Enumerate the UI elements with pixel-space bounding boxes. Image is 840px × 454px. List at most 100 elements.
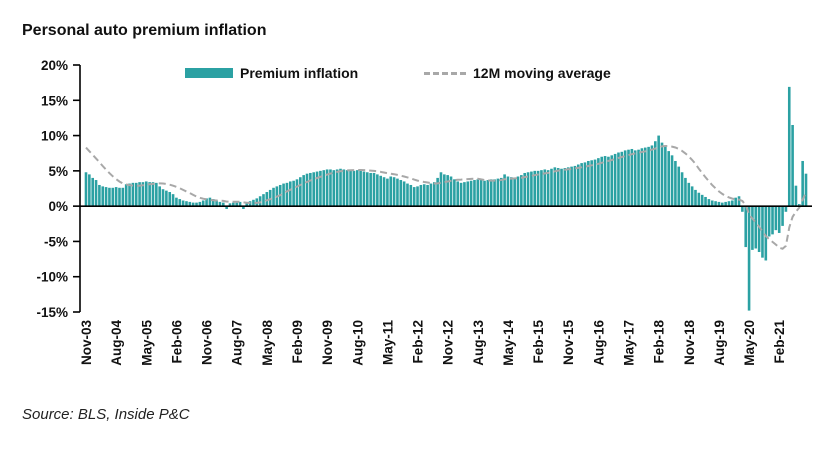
bar	[245, 202, 249, 207]
bar	[322, 170, 326, 207]
bar	[546, 170, 550, 207]
bar	[610, 155, 614, 207]
bar	[252, 199, 255, 207]
bar	[369, 172, 372, 207]
bar	[352, 170, 356, 207]
y-tick-label: 5%	[48, 164, 68, 179]
bar	[593, 159, 597, 207]
bar	[439, 172, 443, 207]
y-tick-label: -5%	[44, 234, 68, 249]
bar	[520, 175, 523, 207]
x-tick-label: Aug-16	[591, 320, 606, 366]
bar	[94, 180, 98, 207]
bar	[466, 181, 470, 207]
bar	[570, 166, 573, 207]
bar	[513, 177, 516, 207]
bar	[486, 180, 490, 207]
bar	[366, 172, 369, 207]
bar	[299, 177, 302, 207]
x-tick-label: May-11	[380, 320, 395, 366]
bar	[218, 201, 222, 207]
bar	[285, 182, 289, 207]
bar	[459, 182, 463, 207]
bar	[623, 150, 627, 207]
bar	[764, 206, 768, 261]
bar	[473, 180, 476, 207]
bar	[674, 160, 677, 207]
x-tick-label: May-05	[139, 320, 154, 366]
bar	[617, 152, 620, 207]
bar	[232, 202, 235, 207]
bar	[382, 177, 386, 207]
bar	[185, 201, 188, 207]
bar	[208, 197, 212, 207]
bar	[88, 174, 91, 207]
bar	[124, 184, 128, 207]
bar	[627, 149, 630, 207]
x-tick-label: May-20	[742, 320, 757, 366]
bar	[104, 187, 108, 207]
bar	[479, 180, 483, 207]
bar	[664, 145, 667, 207]
bar	[305, 173, 309, 207]
bar	[131, 182, 135, 207]
bar	[171, 194, 175, 207]
bar	[288, 181, 292, 207]
bar	[637, 149, 640, 207]
bar	[215, 200, 218, 207]
bar	[422, 184, 426, 207]
bar	[744, 206, 748, 248]
bar	[168, 192, 172, 207]
bar	[191, 202, 195, 207]
bar	[114, 187, 118, 207]
bar	[633, 150, 637, 207]
bar	[560, 168, 563, 207]
x-tick-label: Aug-19	[712, 320, 727, 366]
bar	[774, 206, 778, 231]
bar	[128, 183, 131, 207]
bar	[161, 189, 165, 207]
x-tick-label: May-08	[260, 320, 275, 366]
x-tick-label: May-14	[501, 320, 516, 366]
bar	[228, 203, 232, 207]
bar	[654, 141, 657, 207]
bar	[436, 177, 439, 207]
bar	[587, 160, 590, 207]
x-tick-label: Aug-04	[109, 320, 124, 366]
bar	[419, 184, 423, 207]
bar	[265, 192, 269, 207]
bar	[543, 169, 547, 207]
bar	[399, 180, 403, 207]
bar	[550, 168, 553, 207]
bar	[302, 175, 305, 207]
x-tick-label: Nov-12	[441, 320, 456, 365]
bar	[670, 155, 674, 207]
bar	[510, 177, 513, 207]
bar	[536, 170, 540, 207]
bar	[767, 206, 771, 237]
bar	[379, 175, 382, 207]
y-tick-label: 20%	[41, 58, 68, 73]
bar	[309, 172, 312, 207]
x-tick-label: Nov-09	[320, 320, 335, 365]
bar	[315, 171, 319, 207]
bar	[342, 169, 346, 207]
bar	[787, 86, 791, 207]
bar	[573, 165, 577, 207]
bar	[700, 194, 704, 207]
bar	[211, 199, 215, 207]
bar	[801, 160, 804, 207]
bar	[406, 183, 409, 207]
bar	[714, 201, 717, 207]
bar	[499, 177, 503, 207]
bar	[650, 145, 654, 207]
bar	[597, 158, 600, 207]
bar	[523, 172, 526, 207]
x-tick-label: Aug-07	[230, 320, 245, 366]
bar	[751, 206, 754, 250]
bar	[794, 185, 798, 207]
bar	[355, 170, 359, 207]
x-tick-label: Feb-21	[772, 320, 787, 364]
bar	[704, 196, 707, 207]
bar	[741, 206, 744, 212]
